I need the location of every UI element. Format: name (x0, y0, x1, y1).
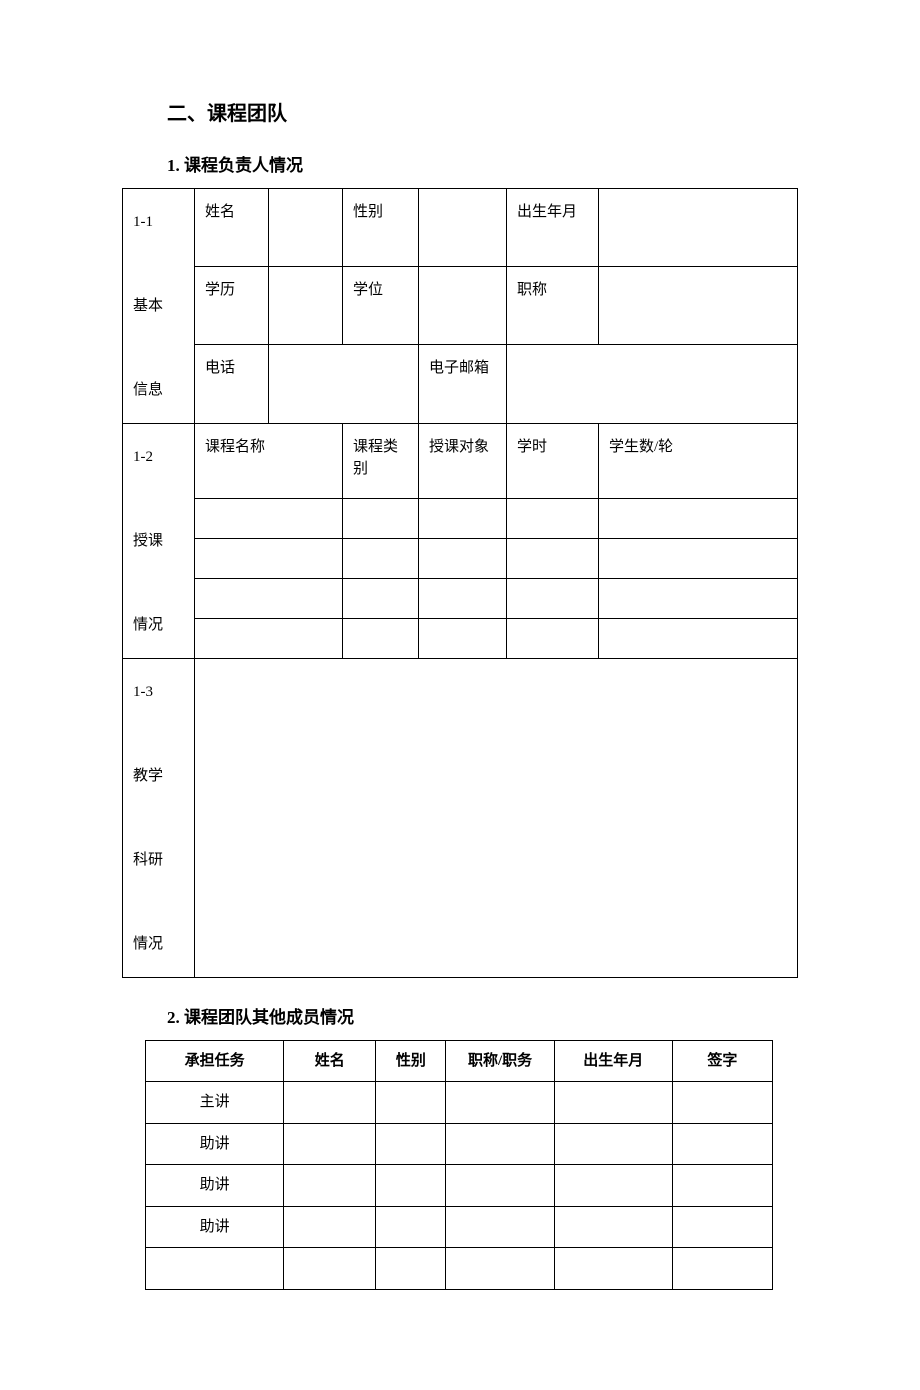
subsection2-title: 2. 课程团队其他成员情况 (167, 1006, 798, 1030)
row-3-birth (554, 1206, 672, 1248)
label-1-2: 1-2 (133, 449, 153, 465)
phone-value (269, 345, 419, 423)
row-1-title (446, 1123, 554, 1165)
birth-label: 出生年月 (507, 188, 599, 266)
title-value (599, 267, 798, 345)
row-2-birth (554, 1165, 672, 1207)
row-3-gender (376, 1206, 446, 1248)
course-row-2-students (599, 538, 798, 578)
header-signature: 签字 (672, 1040, 772, 1082)
row-2-signature (672, 1165, 772, 1207)
row-2-task: 助讲 (146, 1165, 284, 1207)
gender-label: 性别 (343, 188, 419, 266)
label-research: 科研 (133, 852, 163, 868)
label-situation: 情况 (133, 617, 163, 633)
row-0-name (284, 1082, 376, 1124)
row-4-gender (376, 1248, 446, 1290)
course-row-4-students (599, 618, 798, 658)
education-label: 学历 (195, 267, 269, 345)
course-type-header: 课程类别 (343, 423, 419, 498)
header-task: 承担任务 (146, 1040, 284, 1082)
header-gender: 性别 (376, 1040, 446, 1082)
basic-info-section-label: 1-1 基本 信息 (123, 188, 195, 423)
row-3-task: 助讲 (146, 1206, 284, 1248)
name-value (269, 188, 343, 266)
degree-label: 学位 (343, 267, 419, 345)
course-row-2-name (195, 538, 343, 578)
header-birth: 出生年月 (554, 1040, 672, 1082)
label-info: 信息 (133, 382, 163, 398)
course-row-2-target (419, 538, 507, 578)
course-row-4-target (419, 618, 507, 658)
target-header: 授课对象 (419, 423, 507, 498)
subsection1-title: 1. 课程负责人情况 (167, 154, 798, 178)
row-1-birth (554, 1123, 672, 1165)
birth-value (599, 188, 798, 266)
row-4-birth (554, 1248, 672, 1290)
row-0-signature (672, 1082, 772, 1124)
title-label: 职称 (507, 267, 599, 345)
course-row-3-type (343, 578, 419, 618)
row-4-task (146, 1248, 284, 1290)
row-0-birth (554, 1082, 672, 1124)
course-row-2-type (343, 538, 419, 578)
row-3-name (284, 1206, 376, 1248)
course-name-header: 课程名称 (195, 423, 343, 498)
degree-value (419, 267, 507, 345)
course-row-1-hours (507, 498, 599, 538)
label-1-3: 1-3 (133, 684, 153, 700)
row-1-gender (376, 1123, 446, 1165)
row-0-task: 主讲 (146, 1082, 284, 1124)
row-0-gender (376, 1082, 446, 1124)
course-row-3-students (599, 578, 798, 618)
course-row-1-students (599, 498, 798, 538)
students-header: 学生数/轮 (599, 423, 798, 498)
row-3-signature (672, 1206, 772, 1248)
gender-value (419, 188, 507, 266)
row-1-signature (672, 1123, 772, 1165)
course-row-1-target (419, 498, 507, 538)
row-2-title (446, 1165, 554, 1207)
row-4-name (284, 1248, 376, 1290)
label-edu: 教学 (133, 768, 163, 784)
teaching-section-label: 1-2 授课 情况 (123, 423, 195, 658)
label-basic: 基本 (133, 298, 163, 314)
course-leader-table: 1-1 基本 信息 姓名 性别 出生年月 学历 学位 职称 电话 电子邮箱 1-… (122, 188, 798, 978)
course-row-4-hours (507, 618, 599, 658)
row-4-signature (672, 1248, 772, 1290)
course-row-2-hours (507, 538, 599, 578)
course-row-3-target (419, 578, 507, 618)
course-row-1-name (195, 498, 343, 538)
email-label: 电子邮箱 (419, 345, 507, 423)
row-0-title (446, 1082, 554, 1124)
row-2-gender (376, 1165, 446, 1207)
email-value (507, 345, 798, 423)
course-row-4-name (195, 618, 343, 658)
course-row-3-hours (507, 578, 599, 618)
name-label: 姓名 (195, 188, 269, 266)
education-value (269, 267, 343, 345)
team-members-table: 承担任务 姓名 性别 职称/职务 出生年月 签字 主讲 助讲 助讲 助讲 (145, 1040, 773, 1290)
row-1-task: 助讲 (146, 1123, 284, 1165)
research-section-label: 1-3 教学 科研 情况 (123, 658, 195, 977)
course-row-4-type (343, 618, 419, 658)
section-title: 二、课程团队 (167, 100, 798, 128)
course-row-1-type (343, 498, 419, 538)
row-1-name (284, 1123, 376, 1165)
header-name: 姓名 (284, 1040, 376, 1082)
phone-label: 电话 (195, 345, 269, 423)
course-row-3-name (195, 578, 343, 618)
label-teach: 授课 (133, 533, 163, 549)
row-2-name (284, 1165, 376, 1207)
row-4-title (446, 1248, 554, 1290)
hours-header: 学时 (507, 423, 599, 498)
label-1-1: 1-1 (133, 214, 153, 230)
header-title: 职称/职务 (446, 1040, 554, 1082)
row-3-title (446, 1206, 554, 1248)
research-content (195, 658, 798, 977)
label-status: 情况 (133, 936, 163, 952)
